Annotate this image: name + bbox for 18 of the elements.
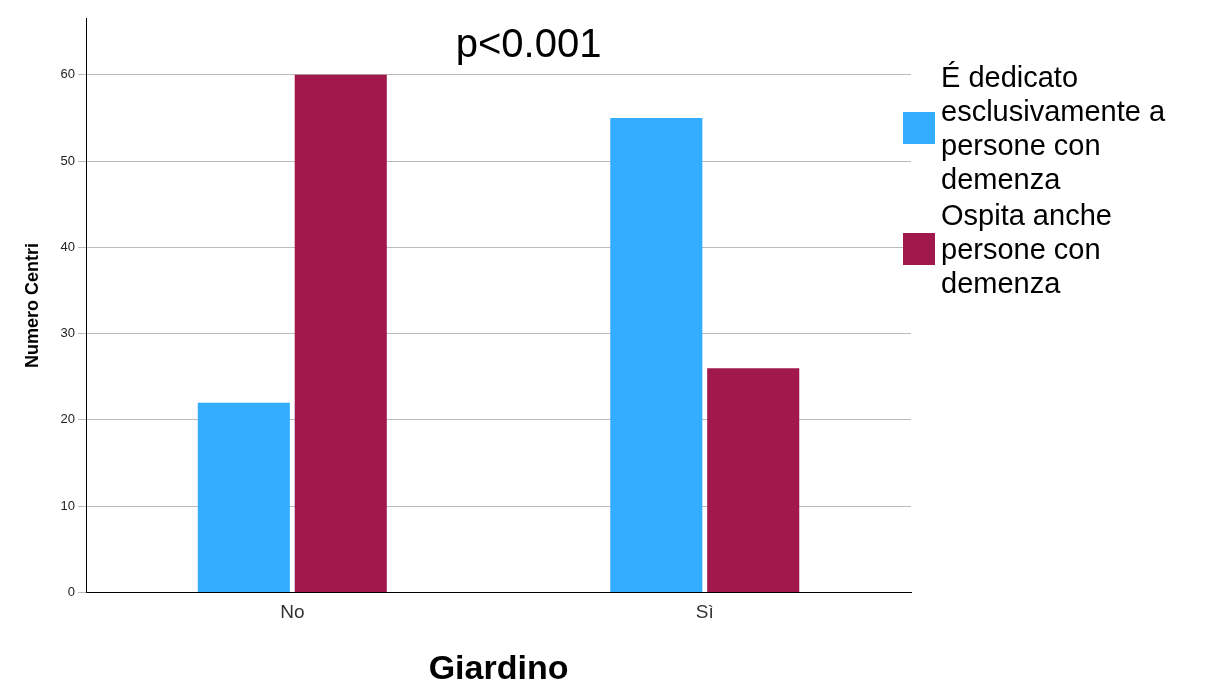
y-tick-label: 50 [60, 152, 76, 168]
x-tick-label: Sì [695, 601, 714, 623]
x-tick-label: No [280, 601, 305, 623]
bar [197, 402, 290, 592]
y-tick-label: 30 [60, 325, 76, 341]
bar [707, 368, 800, 592]
y-tick-label: 40 [60, 238, 76, 254]
y-tick-label: 20 [60, 411, 76, 427]
annotation: p<0.001 [455, 21, 602, 66]
bar [610, 117, 703, 592]
y-tick-label: 10 [60, 497, 76, 513]
y-tick-label: 0 [67, 583, 76, 599]
legend-label: É dedicato esclusivamente a persone con demenza [941, 60, 1167, 196]
x-axis-title: Giardino [428, 647, 569, 686]
y-tick-label: 60 [60, 66, 76, 82]
legend-label: Ospita anche persone con demenza [941, 198, 1113, 300]
bar [294, 74, 387, 592]
y-axis-title: Numero Centri [21, 243, 42, 369]
